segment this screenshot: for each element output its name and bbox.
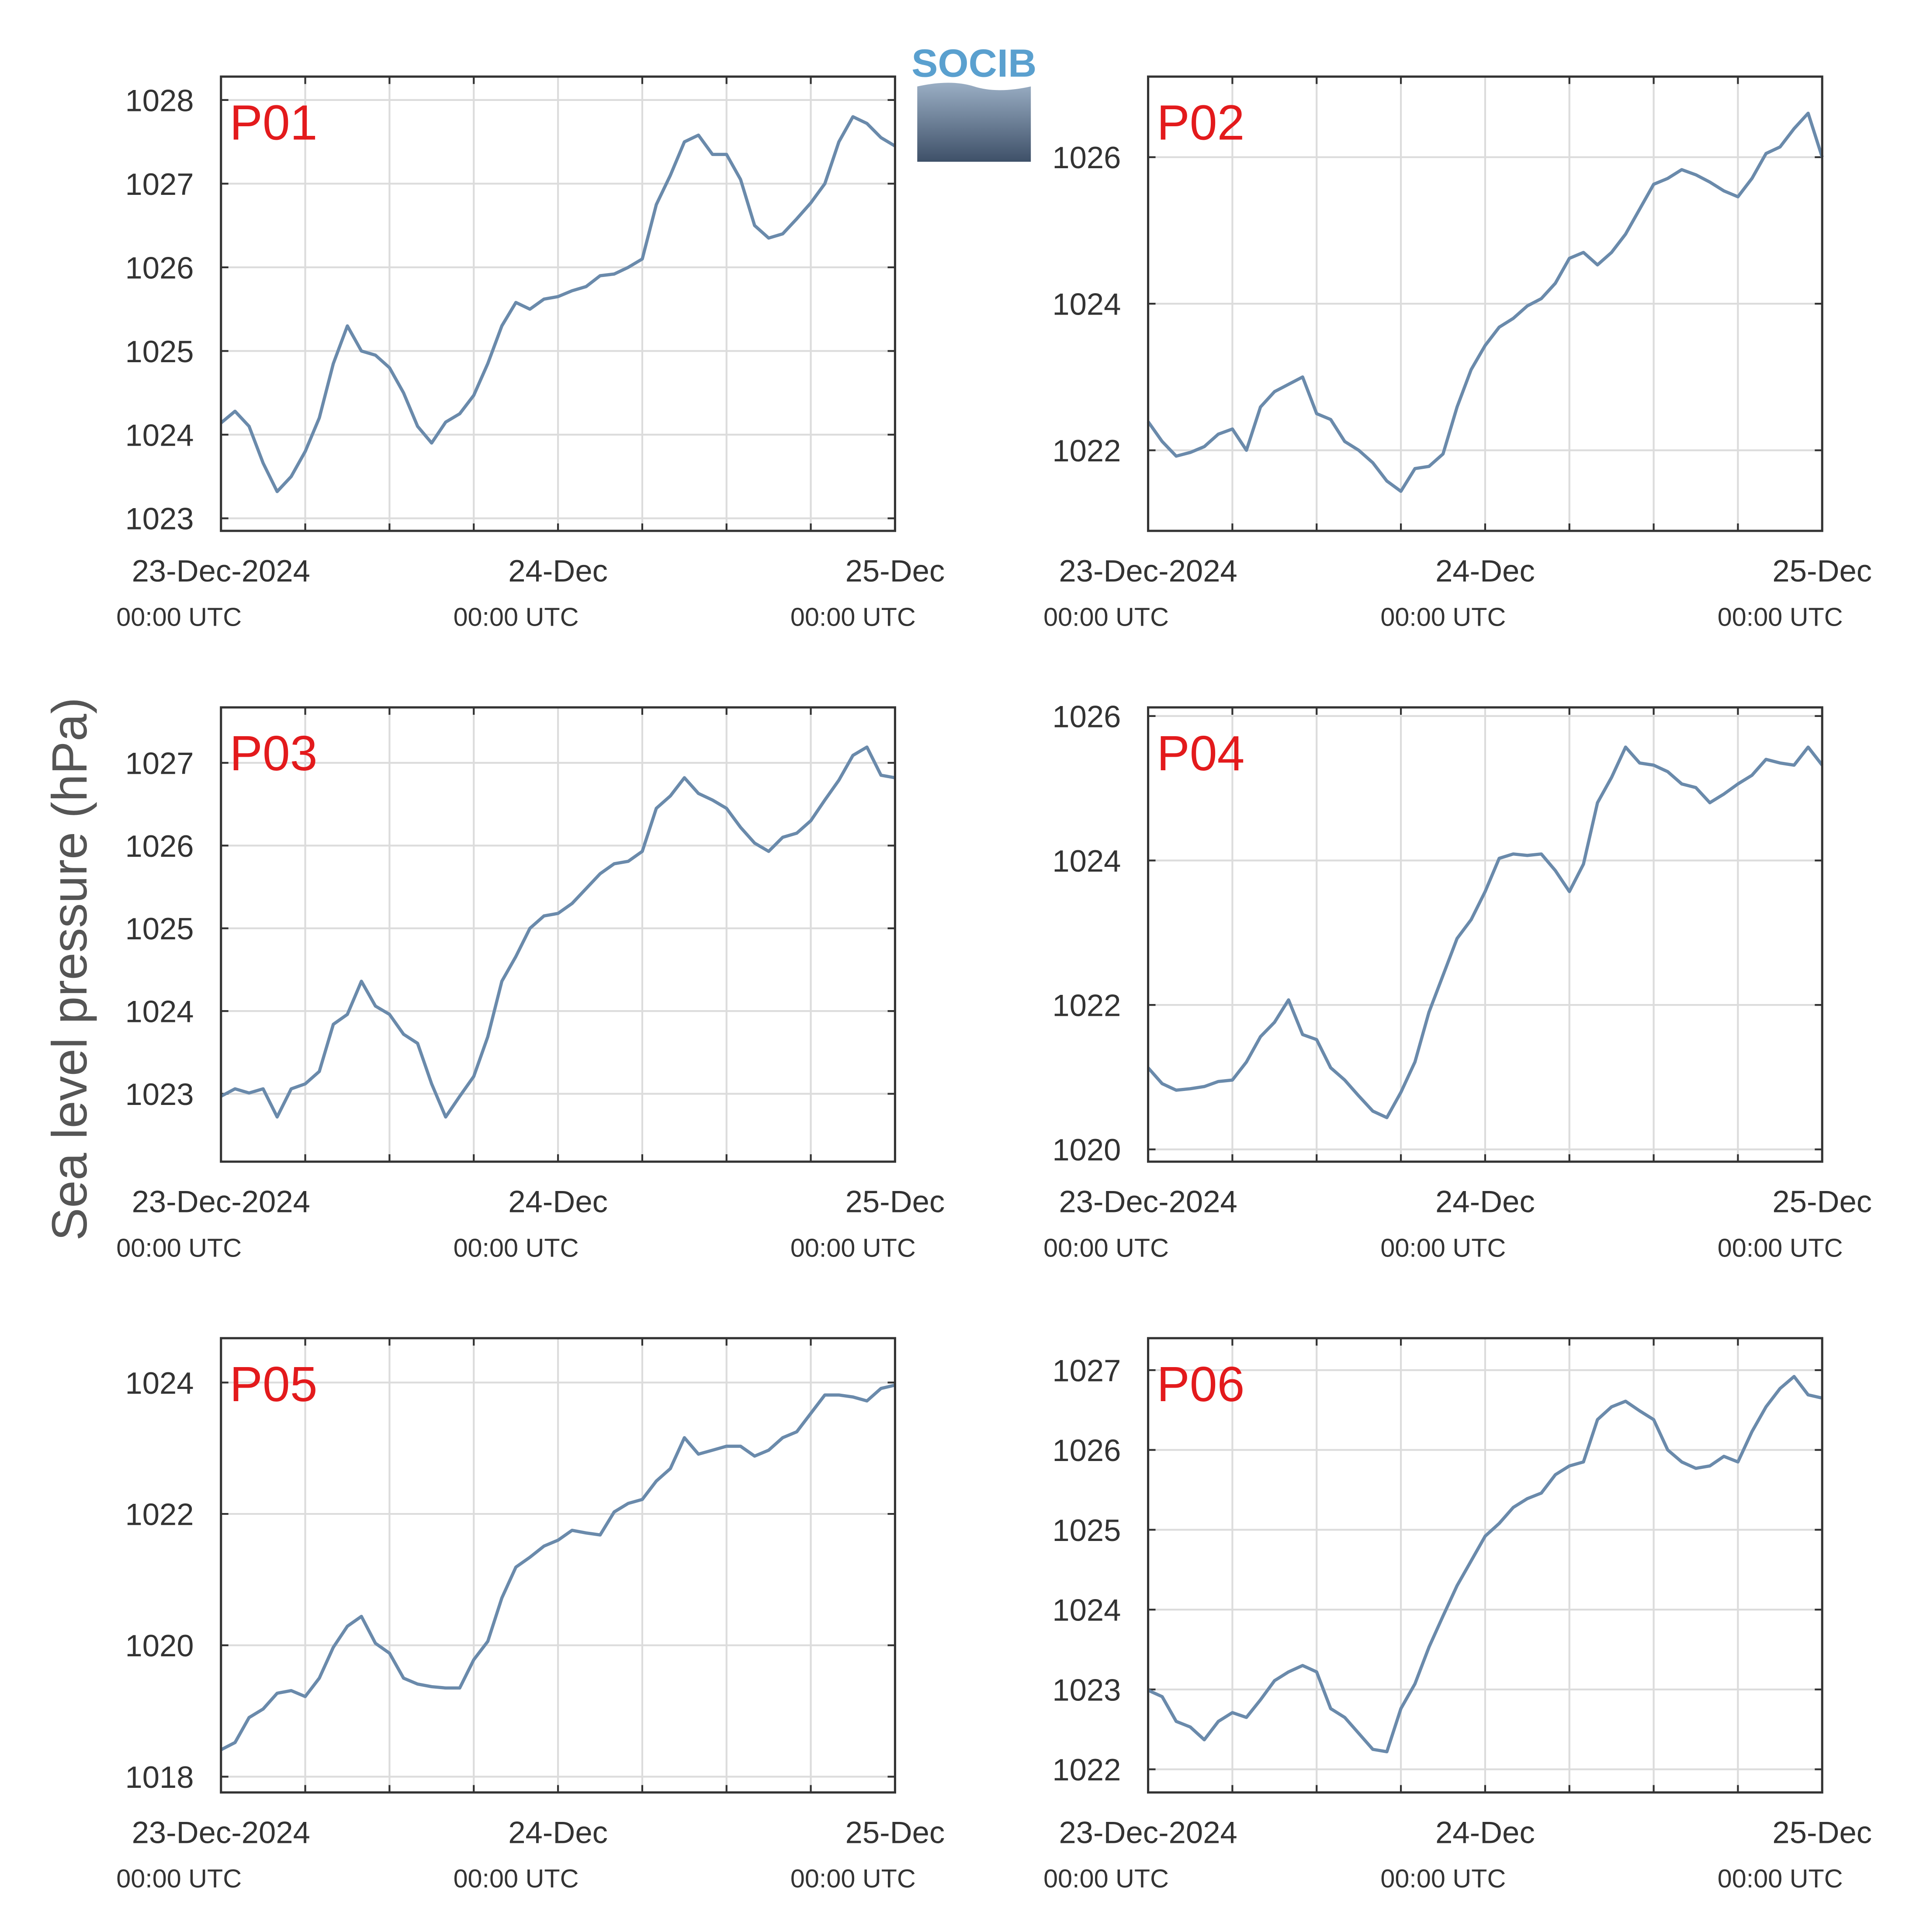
panel-title: P06 [1157, 1357, 1244, 1412]
data-line [220, 745, 896, 1119]
logo: SOCIB [911, 41, 1036, 162]
y-tick-label: 1023 [125, 1077, 194, 1111]
x-tick-sublabel: 00:00 UTC [116, 602, 242, 632]
x-tick-sublabel: 00:00 UTC [1380, 1233, 1506, 1262]
x-tick-sublabel: 00:00 UTC [454, 1864, 579, 1893]
x-tick-label: 23-Dec-2024 [1059, 1184, 1237, 1219]
axes-box [1147, 706, 1823, 1163]
panel-title: P04 [1157, 726, 1244, 781]
x-tick-label: 25-Dec [845, 1815, 945, 1849]
x-tick-label: 23-Dec-2024 [132, 1184, 310, 1219]
chart-panel: 23-Dec-2024 00:00 UTC 24-Dec 00:00 UTC 25-De… [116, 706, 945, 1262]
x-tick-sublabel: 00:00 UTC [1718, 602, 1843, 632]
x-tick-label: 24-Dec [1435, 1184, 1535, 1219]
y-tick-label: 1027 [1052, 1353, 1121, 1388]
logo-shape [917, 83, 1031, 162]
x-tick-label: 24-Dec [508, 1184, 608, 1219]
data-line [1147, 111, 1824, 493]
chart-panel: 23-Dec-2024 00:00 UTC 24-Dec 00:00 UTC 25-De… [1043, 1337, 1872, 1893]
chart-panel: 23-Dec-2024 00:00 UTC 24-Dec 00:00 UTC 25-De… [1043, 75, 1872, 632]
y-tick-label: 1022 [1052, 433, 1121, 468]
x-tick-label: 23-Dec-2024 [132, 554, 310, 588]
x-tick-sublabel: 00:00 UTC [790, 1864, 916, 1893]
y-tick-label: 1028 [125, 83, 194, 118]
x-tick-sublabel: 00:00 UTC [1043, 1864, 1169, 1893]
x-tick-sublabel: 00:00 UTC [1380, 602, 1506, 632]
panel-title: P01 [230, 95, 318, 150]
y-tick-label: 1026 [1052, 140, 1121, 175]
panel-title: P02 [1157, 95, 1244, 150]
x-tick-sublabel: 00:00 UTC [116, 1864, 242, 1893]
y-tick-label: 1022 [1052, 1752, 1121, 1787]
y-tick-label: 1025 [1052, 1513, 1121, 1548]
y-tick-label: 1026 [1052, 1433, 1121, 1468]
axes-box [1147, 75, 1823, 532]
x-tick-sublabel: 00:00 UTC [116, 1233, 242, 1262]
chart-panel: 23-Dec-2024 00:00 UTC 24-Dec 00:00 UTC 25-De… [116, 75, 945, 632]
chart-panel: 23-Dec-2024 00:00 UTC 24-Dec 00:00 UTC 25-De… [1043, 699, 1872, 1262]
x-tick-label: 25-Dec [1772, 1184, 1872, 1219]
axes-box [220, 75, 896, 532]
x-tick-sublabel: 00:00 UTC [790, 602, 916, 632]
x-tick-sublabel: 00:00 UTC [1718, 1233, 1843, 1262]
y-tick-label: 1024 [1052, 287, 1121, 322]
panel-title: P03 [230, 726, 318, 781]
y-tick-label: 1024 [1052, 844, 1121, 878]
x-tick-label: 23-Dec-2024 [1059, 1815, 1237, 1849]
y-tick-label: 1027 [125, 746, 194, 780]
y-tick-label: 1027 [125, 167, 194, 201]
x-tick-sublabel: 00:00 UTC [790, 1233, 916, 1262]
x-tick-sublabel: 00:00 UTC [1043, 602, 1169, 632]
x-tick-sublabel: 00:00 UTC [1380, 1864, 1506, 1893]
axes-box [220, 706, 896, 1163]
y-tick-label: 1022 [125, 1497, 194, 1531]
chart-panel: 23-Dec-2024 00:00 UTC 24-Dec 00:00 UTC 25-De… [116, 1337, 945, 1893]
y-tick-label: 1024 [125, 994, 194, 1029]
x-tick-sublabel: 00:00 UTC [454, 1233, 579, 1262]
y-tick-label: 1023 [1052, 1672, 1121, 1707]
x-tick-label: 25-Dec [845, 554, 945, 588]
x-tick-sublabel: 00:00 UTC [1043, 1233, 1169, 1262]
y-tick-label: 1024 [1052, 1593, 1121, 1627]
y-tick-label: 1026 [1052, 699, 1121, 734]
y-tick-label: 1024 [125, 1366, 194, 1400]
y-tick-label: 1025 [125, 334, 194, 369]
axes-box [220, 1337, 896, 1794]
data-line [1147, 1375, 1823, 1754]
x-tick-label: 24-Dec [1435, 554, 1535, 588]
x-tick-label: 24-Dec [508, 554, 608, 588]
y-tick-label: 1025 [125, 911, 194, 946]
x-tick-label: 25-Dec [845, 1184, 945, 1219]
axes-box [1147, 1337, 1823, 1794]
x-tick-label: 24-Dec [1435, 1815, 1535, 1849]
y-tick-label: 1020 [125, 1628, 194, 1663]
y-tick-label: 1026 [125, 250, 194, 285]
panel-title: P05 [230, 1357, 318, 1412]
x-tick-sublabel: 00:00 UTC [454, 602, 579, 632]
data-line [220, 1383, 896, 1752]
x-tick-label: 23-Dec-2024 [132, 1815, 310, 1849]
x-tick-label: 23-Dec-2024 [1059, 554, 1237, 588]
logo-text: SOCIB [911, 41, 1036, 85]
y-tick-label: 1023 [125, 502, 194, 536]
y-tick-label: 1020 [1052, 1132, 1121, 1167]
y-axis-label: Sea level pressure (hPa) [42, 697, 97, 1241]
data-line [1147, 745, 1824, 1119]
y-tick-label: 1022 [1052, 988, 1121, 1023]
data-line [220, 115, 896, 493]
x-tick-label: 25-Dec [1772, 1815, 1872, 1849]
y-tick-label: 1018 [125, 1760, 194, 1794]
y-tick-label: 1026 [125, 829, 194, 863]
x-tick-label: 24-Dec [508, 1815, 608, 1849]
x-tick-label: 25-Dec [1772, 554, 1872, 588]
x-tick-sublabel: 00:00 UTC [1718, 1864, 1843, 1893]
y-tick-label: 1024 [125, 418, 194, 452]
